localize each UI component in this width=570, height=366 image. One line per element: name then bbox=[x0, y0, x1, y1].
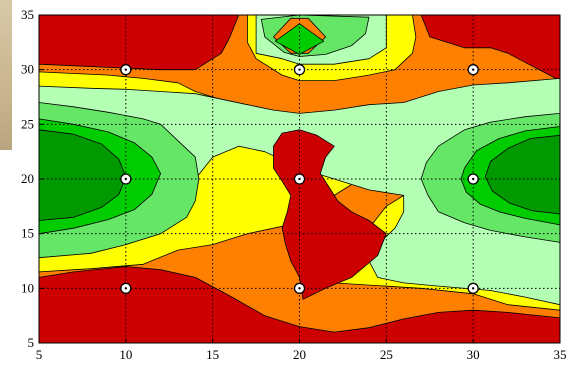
contour-regions bbox=[39, 15, 560, 343]
x-tick-label: 25 bbox=[380, 347, 393, 362]
design-point bbox=[467, 64, 479, 76]
contour-region-level-6 bbox=[484, 134, 560, 215]
contour-region-level-0 bbox=[273, 129, 387, 300]
x-tick-label: 5 bbox=[36, 347, 43, 362]
design-point bbox=[293, 282, 306, 294]
x-tick-label: 20 bbox=[293, 347, 306, 362]
x-tick-label: 30 bbox=[467, 347, 480, 362]
background-sidebar-texture bbox=[0, 0, 12, 150]
contour-region-level-6 bbox=[39, 129, 127, 221]
x-tick-label: 15 bbox=[206, 347, 219, 362]
x-tick-label: 35 bbox=[554, 347, 567, 362]
y-tick-label: 10 bbox=[21, 280, 34, 295]
y-axis: 5 10 15 20 25 30 35 bbox=[21, 7, 43, 350]
x-axis: 5 10 15 20 25 30 35 bbox=[36, 339, 567, 362]
y-tick-label: 20 bbox=[21, 171, 34, 186]
design-point bbox=[120, 173, 132, 185]
design-point bbox=[467, 282, 479, 294]
y-tick-label: 5 bbox=[28, 335, 35, 350]
design-point bbox=[293, 173, 306, 185]
x-tick-label: 10 bbox=[119, 347, 132, 362]
design-points bbox=[120, 64, 479, 294]
design-point bbox=[120, 282, 132, 294]
y-tick-label: 35 bbox=[21, 7, 34, 22]
design-point bbox=[120, 64, 132, 76]
y-tick-label: 30 bbox=[21, 62, 34, 77]
design-point bbox=[293, 64, 306, 76]
y-tick-label: 15 bbox=[21, 226, 34, 241]
y-tick-label: 25 bbox=[21, 116, 34, 131]
design-point bbox=[467, 173, 479, 185]
